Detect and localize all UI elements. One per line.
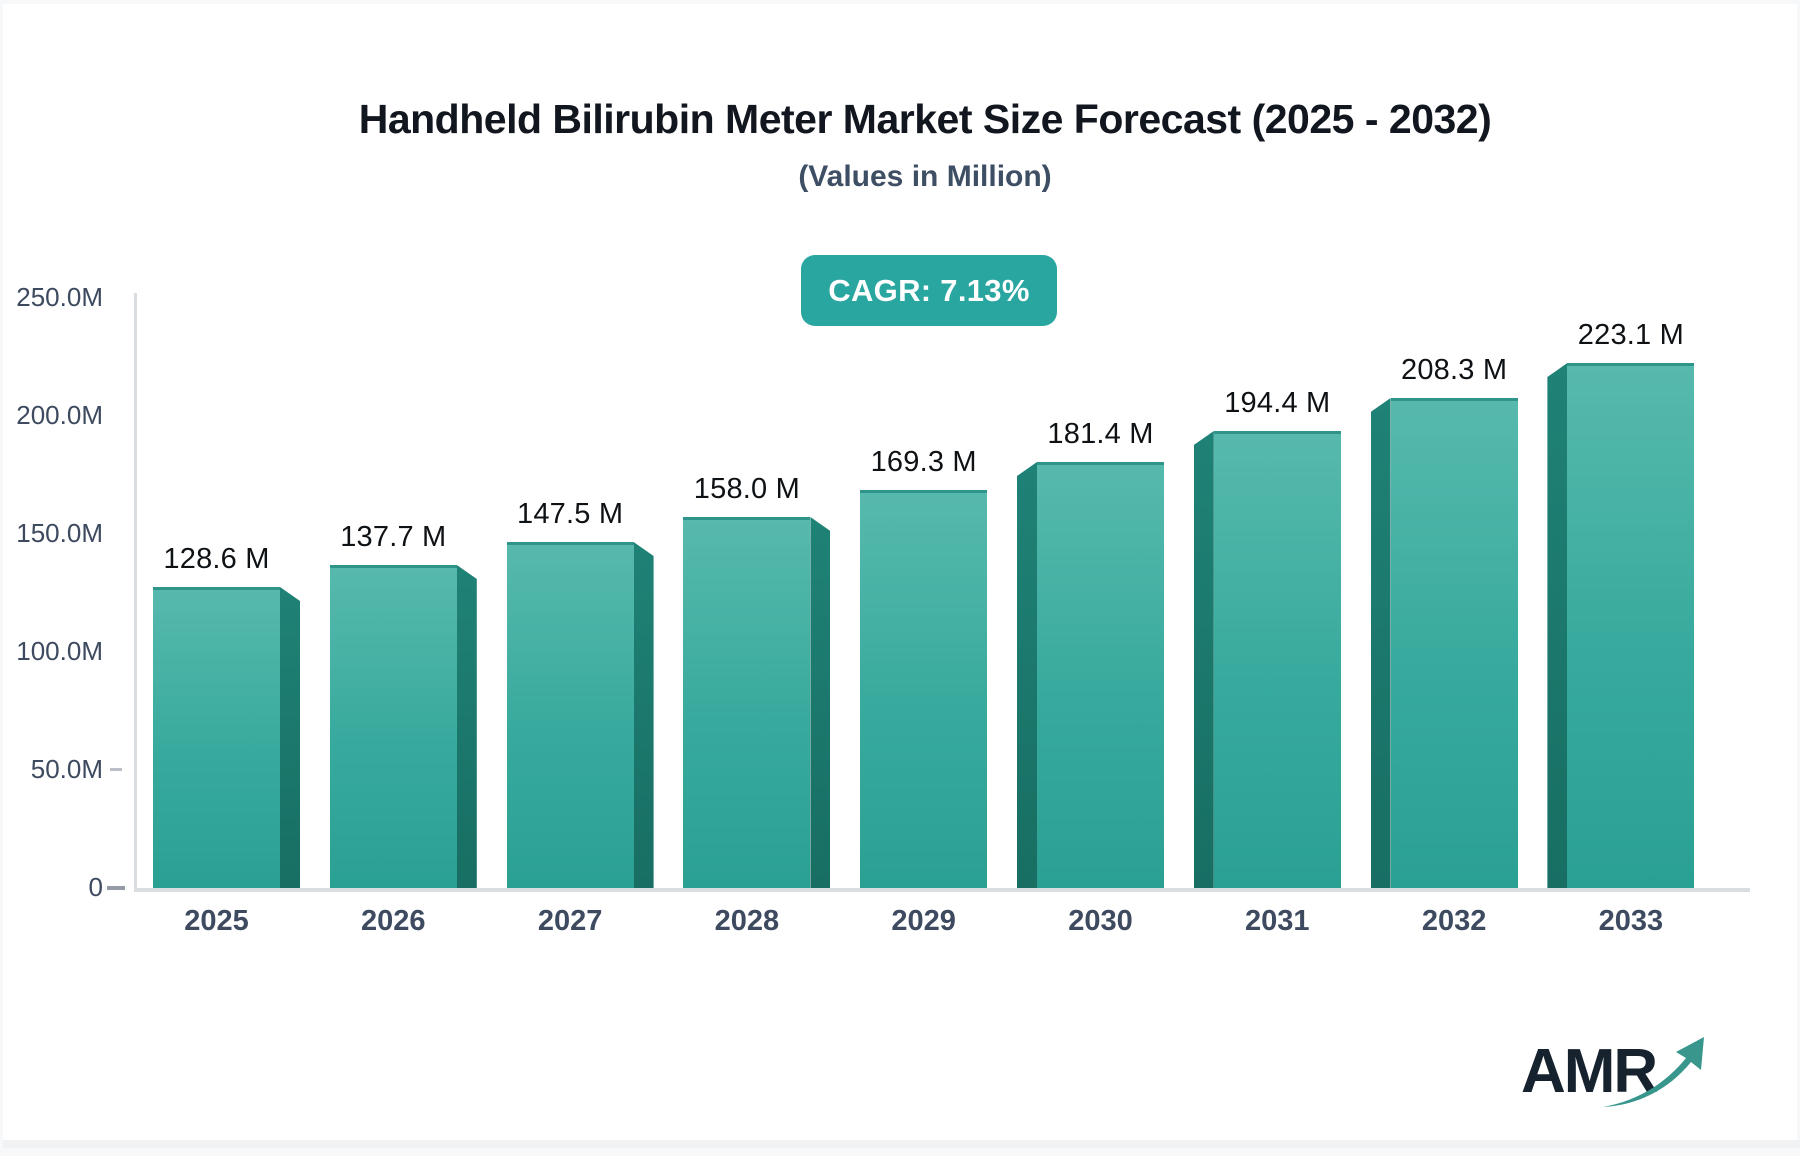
amr-logo: AMR xyxy=(1515,1026,1725,1114)
bar-2028 xyxy=(683,517,811,888)
bar-2032 xyxy=(1390,398,1518,888)
bar-value-label: 137.7 M xyxy=(340,521,447,553)
bar-value-label: 194.4 M xyxy=(1224,387,1331,419)
bar-value-label: 223.1 M xyxy=(1577,319,1684,351)
y-axis-tick-label: 250.0M xyxy=(16,282,103,312)
x-axis-tick-label: 2032 xyxy=(1421,905,1487,937)
bar-value-label: 169.3 M xyxy=(870,446,977,478)
bar-2031 xyxy=(1213,431,1341,888)
y-axis-line xyxy=(134,293,137,889)
chart-subtitle: (Values in Million) xyxy=(798,160,1052,193)
x-axis-tick-label: 2027 xyxy=(537,905,603,937)
amr-logo-graphic: AMR xyxy=(1521,1037,1704,1107)
bar-2026 xyxy=(329,565,457,888)
y-axis-tick-label: 200.0M xyxy=(16,400,103,430)
y-axis-tick-mark xyxy=(107,886,125,890)
y-axis-tick-label: 50.0M xyxy=(30,754,103,784)
page-edge-top xyxy=(3,2,1800,4)
bar-value-label: 208.3 M xyxy=(1401,354,1508,386)
bar-side-shadow xyxy=(1193,431,1214,888)
bar-2029 xyxy=(860,490,988,888)
x-axis-tick-label: 2033 xyxy=(1598,905,1664,937)
amr-logo-text: AMR xyxy=(1521,1037,1657,1106)
x-axis-tick-label: 2031 xyxy=(1245,905,1310,937)
bar-value-label: 181.4 M xyxy=(1047,418,1154,450)
bar-value-label: 147.5 M xyxy=(517,498,624,530)
y-axis-tick-label: 150.0M xyxy=(16,518,103,548)
x-axis-tick-label: 2029 xyxy=(891,905,956,937)
bar-2025 xyxy=(153,587,280,888)
x-axis-line xyxy=(134,888,1750,892)
x-axis-tick-label: 2026 xyxy=(361,905,426,937)
bar-value-label: 128.6 M xyxy=(163,543,270,575)
bar-side-shadow xyxy=(1547,363,1568,888)
cagr-badge: CAGR: 7.13% xyxy=(801,255,1057,326)
bar-value-label: 158.0 M xyxy=(693,473,800,505)
x-axis-tick-label: 2030 xyxy=(1068,905,1133,937)
bar-side-shadow xyxy=(456,565,477,888)
bar-side-shadow xyxy=(1370,398,1391,888)
bar-side-shadow xyxy=(810,517,831,888)
bar-2030 xyxy=(1037,462,1164,888)
bar-2027 xyxy=(506,542,634,888)
x-axis-tick-label: 2028 xyxy=(714,905,780,937)
bar-side-shadow xyxy=(1017,462,1037,888)
y-axis-tick-mark xyxy=(110,768,122,771)
chart-canvas: Handheld Bilirubin Meter Market Size For… xyxy=(3,2,1800,1148)
x-axis-tick-label: 2025 xyxy=(184,905,249,937)
bar-side-shadow xyxy=(280,587,300,888)
page-edge-bottom xyxy=(3,1140,1800,1148)
growth-arrow-icon xyxy=(1603,1037,1704,1107)
chart-title: Handheld Bilirubin Meter Market Size For… xyxy=(358,96,1492,142)
y-axis-tick-label: 100.0M xyxy=(16,636,103,666)
bar-2033 xyxy=(1567,363,1695,888)
y-axis-tick-label: 0 xyxy=(88,872,103,902)
bar-side-shadow xyxy=(633,542,654,888)
